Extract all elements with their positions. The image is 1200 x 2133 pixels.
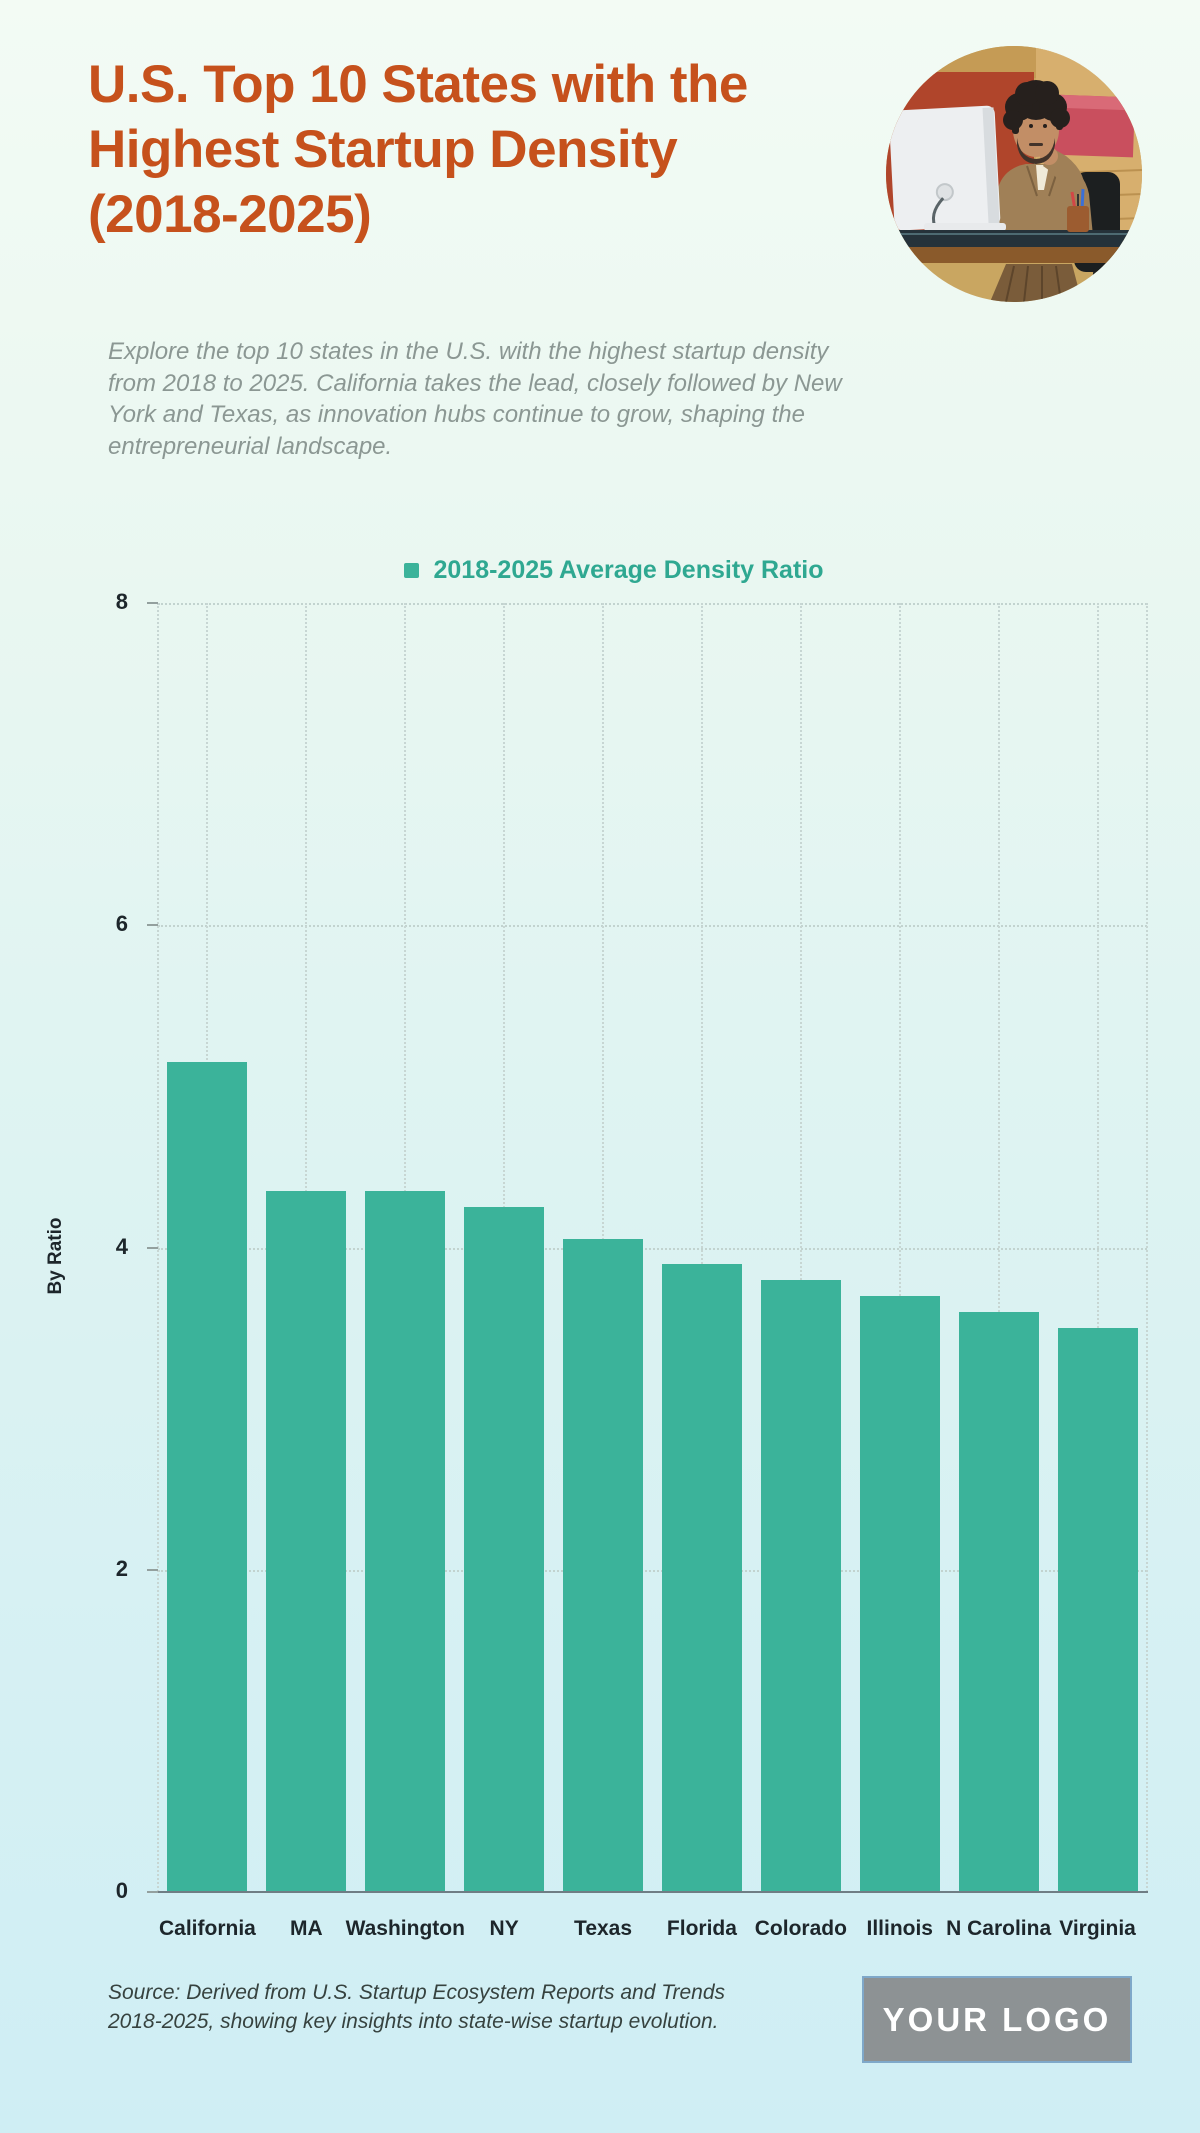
gridline-y-2	[158, 1569, 1147, 1572]
y-tick-mark-8	[147, 602, 158, 604]
gridline-y-8	[158, 603, 1147, 605]
profile-photo	[886, 46, 1142, 302]
legend-swatch	[404, 563, 420, 578]
bar-florida	[661, 1263, 742, 1892]
bar-ma	[266, 1191, 347, 1892]
bar-california	[167, 1062, 248, 1892]
x-tick-label-washington: Washington	[345, 1917, 465, 1940]
glass-desk	[886, 230, 1142, 247]
plot-area	[157, 603, 1148, 1892]
logo-box: YOUR LOGO	[862, 1976, 1132, 2063]
x-tick-label-virginia: Virginia	[1059, 1917, 1136, 1940]
bar-colorado	[760, 1279, 841, 1892]
x-tick-label-florida: Florida	[666, 1917, 737, 1940]
bar-virginia	[1057, 1328, 1138, 1892]
y-tick-label-8: 8	[115, 589, 128, 614]
chart-legend: 2018-2025 Average Density Ratio	[14, 556, 1200, 585]
bar-n-carolina	[958, 1311, 1039, 1892]
logo-text: YOUR LOGO	[882, 2000, 1112, 2038]
page-title: U.S. Top 10 States with the Highest Star…	[88, 55, 748, 245]
beard	[1017, 138, 1055, 164]
gridline-y-4	[158, 1247, 1147, 1250]
gridline-y-6	[158, 925, 1147, 928]
y-tick-mark-6	[147, 924, 158, 927]
gridline-x-11	[1096, 603, 1099, 1892]
gridline-x-9	[898, 603, 901, 1892]
x-tick-label-ny: NY	[489, 1917, 519, 1940]
gridline-x-1	[1146, 603, 1148, 1892]
x-axis-line	[157, 1891, 1148, 1893]
bar-texas	[563, 1239, 644, 1892]
y-tick-mark-4	[147, 1246, 158, 1249]
bar-illinois	[859, 1295, 940, 1892]
y-tick-label-4: 4	[115, 1233, 128, 1259]
x-tick-label-colorado: Colorado	[754, 1917, 847, 1940]
gridline-x-10	[997, 603, 1000, 1892]
x-tick-label-n-carolina: N Carolina	[946, 1917, 1052, 1940]
source-note: Source: Derived from U.S. Startup Ecosys…	[108, 1981, 726, 2033]
pen-cup	[1067, 188, 1089, 232]
y-tick-label-2: 2	[115, 1555, 128, 1581]
bar-ny	[464, 1207, 545, 1892]
gridline-x-7	[700, 603, 703, 1892]
gridline-x-0	[157, 603, 159, 1892]
y-tick-mark-0	[147, 1891, 158, 1893]
gridline-x-8	[799, 603, 802, 1892]
person-at-desk-photo	[886, 46, 1142, 302]
x-tick-label-illinois: Illinois	[866, 1917, 933, 1940]
bar-washington	[365, 1191, 446, 1892]
legend-label: 2018-2025 Average Density Ratio	[433, 556, 824, 584]
desk-wood-edge	[886, 247, 1142, 263]
description-text: Explore the top 10 states in the U.S. wi…	[108, 338, 842, 461]
y-tick-mark-2	[147, 1568, 158, 1571]
red-folder	[1052, 94, 1136, 158]
y-tick-label-6: 6	[115, 911, 128, 937]
x-tick-label-ma: MA	[290, 1917, 323, 1940]
y-tick-label-0: 0	[115, 1878, 128, 1903]
striped-trousers	[990, 264, 1082, 302]
curly-hair	[1003, 80, 1070, 134]
x-tick-label-california: California	[159, 1917, 256, 1940]
keyboard	[924, 223, 1006, 231]
x-tick-label-texas: Texas	[574, 1917, 633, 1940]
